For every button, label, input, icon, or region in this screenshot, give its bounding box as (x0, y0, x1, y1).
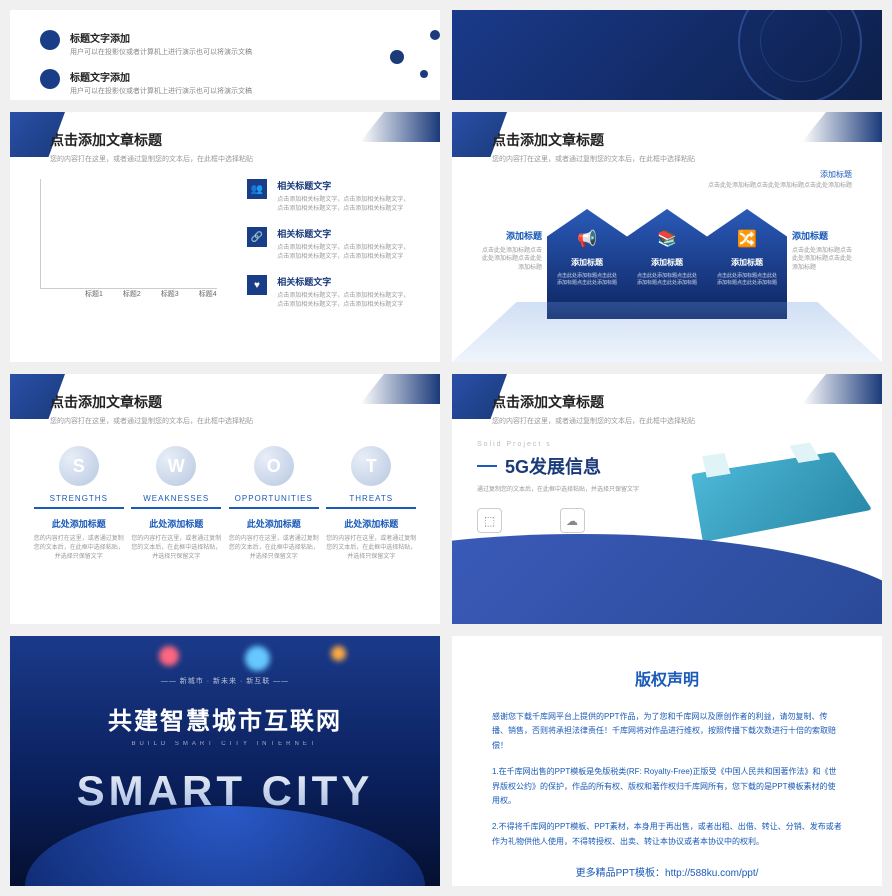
bullet-desc: 用户可以在投影仪或者计算机上进行演示也可以将演示文稿 (70, 86, 252, 96)
title-bar: 点击添加文章标题 您的内容打在这里，或者通过复制您的文本后，在此框中选择粘贴 (10, 374, 440, 426)
megaphone-icon: 📢 (555, 229, 619, 249)
title-bar: 点击添加文章标题 您的内容打在这里，或者通过复制您的文本后，在此框中选择粘贴 (10, 112, 440, 164)
earth-graphic (25, 806, 425, 886)
slide-subtitle: 您的内容打在这里，或者通过复制您的文本后，在此框中选择粘贴 (492, 416, 882, 426)
swot-item: WWEAKNESSES此处添加标题您的内容打在这里，或者通过复制您的文本后，在此… (131, 446, 221, 562)
swot-row: SSTRENGTHS此处添加标题您的内容打在这里，或者通过复制您的文本后，在此框… (10, 426, 440, 562)
slide-title: 点击添加文章标题 (50, 130, 440, 150)
cube-icon: ⬚ (477, 508, 502, 533)
chart-labels: 标题1 标题2 标题3 标题4 (40, 289, 217, 299)
cloud-icon: ☁ (560, 508, 585, 533)
slide-title: 点击添加文章标题 (492, 392, 882, 412)
slide-subtitle: 您的内容打在这里，或者通过复制您的文本后，在此框中选择粘贴 (50, 416, 440, 426)
heading-5g: 5G发展信息 (477, 453, 697, 479)
copyright-title: 版权声明 (492, 666, 842, 690)
slide-1: 标题文字添加 用户可以在投影仪或者计算机上进行演示也可以将演示文稿 标题文字添加… (10, 10, 440, 100)
slide-grid: 标题文字添加 用户可以在投影仪或者计算机上进行演示也可以将演示文稿 标题文字添加… (0, 0, 892, 896)
subtitle-en: BUILD SMART CITY INTERNET (30, 741, 420, 747)
slide-3: 点击添加文章标题 您的内容打在这里，或者通过复制您的文本后，在此框中选择粘贴 标… (10, 112, 440, 362)
slide-title: 点击添加文章标题 (50, 392, 440, 412)
link-icon: 🔗 (247, 227, 268, 247)
bullet-icon (40, 69, 60, 89)
swot-item: OOPPORTUNITIES此处添加标题您的内容打在这里，或者通过复制您的文本后… (229, 446, 319, 562)
bullet-title: 标题文字添加 (70, 30, 252, 45)
network-icon: 🔀 (715, 229, 779, 249)
copyright-p3: 2.不得将千库网的PPT模板、PPT素材，本身用于再出售，或者出租、出借、转让、… (492, 820, 842, 849)
copyright-p2: 1.在千库网出售的PPT模板是免版税类(RF: Royalty-Free)正版受… (492, 765, 842, 808)
slide-4: 点击添加文章标题 您的内容打在这里，或者通过复制您的文本后，在此框中选择粘贴 添… (452, 112, 882, 362)
people-icon: 👥 (247, 179, 268, 199)
layers-icon: 📚 (635, 229, 699, 249)
swot-item: SSTRENGTHS此处添加标题您的内容打在这里，或者通过复制您的文本后，在此框… (34, 446, 124, 562)
slide-subtitle: 您的内容打在这里，或者通过复制您的文本后，在此框中选择粘贴 (50, 154, 440, 164)
slide-5: 点击添加文章标题 您的内容打在这里，或者通过复制您的文本后，在此框中选择粘贴 S… (10, 374, 440, 624)
footer-link[interactable]: 更多精品PPT模板：http://588ku.com/ppt/ (492, 864, 842, 879)
copyright-p1: 感谢您下载千库网平台上提供的PPT作品，为了您和千库网以及原创作者的利益，请勿复… (492, 710, 842, 753)
top-label: 添加标题 点击此处添加标题点击此处添加标题点击此处添加标题 (452, 164, 882, 189)
bar-chart (40, 179, 217, 289)
title-bar: 点击添加文章标题 您的内容打在这里，或者通过复制您的文本后，在此框中选择粘贴 (452, 374, 882, 426)
slide-6: 点击添加文章标题 您的内容打在这里，或者通过复制您的文本后，在此框中选择粘贴 S… (452, 374, 882, 624)
floor-graphic (452, 302, 882, 362)
legend-list: 👥相关标题文字点击添加相关标题文字，点击添加相关标题文字，点击添加相关标题文字，… (247, 179, 410, 323)
swot-item: TTHREATS此处添加标题您的内容打在这里，或者通过复制您的文本后，在此框中选… (326, 446, 416, 562)
slide-title: 点击添加文章标题 (492, 130, 882, 150)
title-bar: 点击添加文章标题 您的内容打在这里，或者通过复制您的文本后，在此框中选择粘贴 (452, 112, 882, 164)
bullet-desc: 用户可以在投影仪或者计算机上进行演示也可以将演示文稿 (70, 47, 252, 57)
bullet-icon (40, 30, 60, 50)
bullet-item: 标题文字添加 用户可以在投影仪或者计算机上进行演示也可以将演示文稿 (40, 69, 410, 96)
tagline: —— 新城市 · 新未来 · 新互联 —— (30, 676, 420, 686)
bullet-item: 标题文字添加 用户可以在投影仪或者计算机上进行演示也可以将演示文稿 (40, 30, 410, 57)
slide-7: —— 新城市 · 新未来 · 新互联 —— 共建智慧城市互联网 BUILD SM… (10, 636, 440, 886)
slide-subtitle: 您的内容打在这里，或者通过复制您的文本后，在此框中选择粘贴 (492, 154, 882, 164)
slide-8: 版权声明 感谢您下载千库网平台上提供的PPT作品，为了您和千库网以及原创作者的利… (452, 636, 882, 886)
bullet-title: 标题文字添加 (70, 69, 252, 84)
heart-icon: ♥ (247, 275, 268, 295)
slide-2 (452, 10, 882, 100)
main-title: 共建智慧城市互联网 (30, 701, 420, 736)
